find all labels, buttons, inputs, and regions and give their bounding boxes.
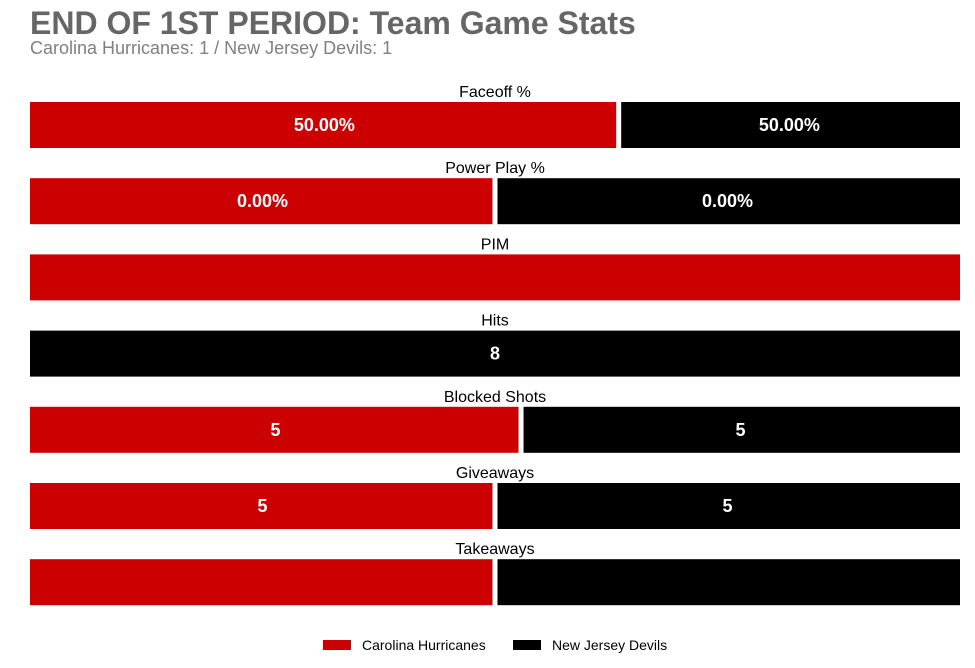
bar-away-blocked-shots <box>523 406 960 453</box>
chart-subtitle: Carolina Hurricanes: 1 / New Jersey Devi… <box>30 38 392 58</box>
legend-swatch-home <box>323 640 351 650</box>
stat-label-giveaways: Giveaways <box>456 465 534 482</box>
bar-label-home-blocked-shots: 5 <box>271 420 281 440</box>
bar-away-power-play <box>497 178 960 225</box>
bar-home-giveaways <box>30 483 493 529</box>
bar-home-pim <box>30 254 960 301</box>
chart-title: END OF 1ST PERIOD: Team Game Stats <box>30 5 636 41</box>
bar-away-giveaways <box>497 483 960 529</box>
bar-label-home-power-play: 0.00% <box>237 191 288 211</box>
bar-away-faceoff <box>621 102 960 148</box>
stat-label-pim: PIM <box>481 236 509 253</box>
bar-away-takeaways <box>497 559 960 606</box>
bar-label-away-giveaways: 5 <box>722 496 732 516</box>
bar-label-away-faceoff: 50.00% <box>759 115 820 135</box>
legend-label-home: Carolina Hurricanes <box>362 637 486 653</box>
legend-swatch-away <box>513 640 541 650</box>
bar-label-home-faceoff: 50.00% <box>294 115 355 135</box>
stat-label-power-play: Power Play % <box>445 160 545 177</box>
stat-label-hits: Hits <box>481 313 509 330</box>
bar-label-away-blocked-shots: 5 <box>736 420 746 440</box>
bar-label-away-power-play: 0.00% <box>702 191 753 211</box>
bar-away-hits <box>30 330 960 377</box>
bar-label-away-hits: 8 <box>490 344 500 364</box>
stat-label-faceoff: Faceoff % <box>459 84 531 101</box>
bar-rows: Faceoff % 50.00% 50.00% Power Play % 0.00% 0.… <box>30 84 960 606</box>
bar-label-home-giveaways: 5 <box>257 496 267 516</box>
legend-label-away: New Jersey Devils <box>552 637 667 653</box>
bar-home-faceoff <box>30 102 617 148</box>
legend: Carolina Hurricanes New Jersey Devils <box>323 637 667 653</box>
bar-home-takeaways <box>30 559 493 606</box>
bar-home-power-play <box>30 178 493 225</box>
stat-label-takeaways: Takeaways <box>455 541 534 558</box>
stat-label-blocked-shots: Blocked Shots <box>444 389 546 406</box>
bar-home-blocked-shots <box>30 406 519 453</box>
